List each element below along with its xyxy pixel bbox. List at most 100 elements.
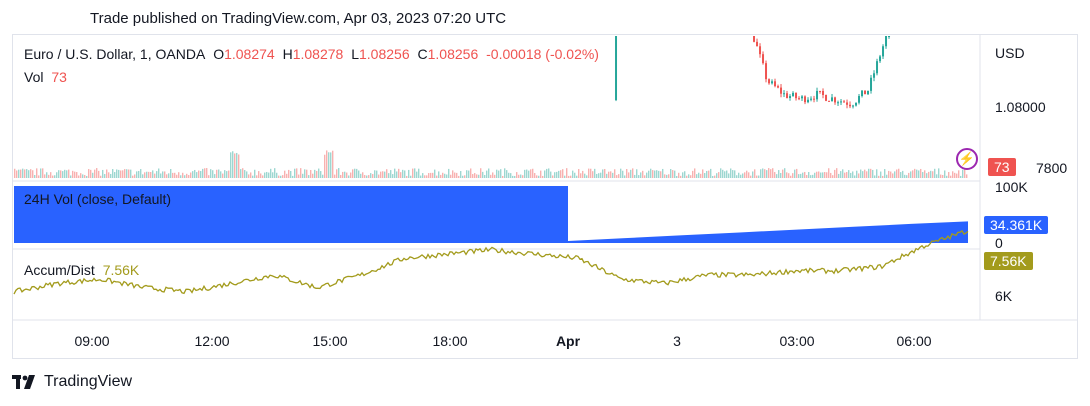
ohlc-legend[interactable]: Euro / U.S. Dollar, 1, OANDA O1.08274 H1… <box>24 46 603 62</box>
volume-bar <box>418 168 420 178</box>
volume-bar <box>496 169 498 178</box>
candle-body <box>864 90 867 95</box>
volume-bar <box>516 172 518 178</box>
volume-bar <box>518 174 520 178</box>
volume-bar <box>410 175 412 178</box>
volume-bar <box>446 174 448 178</box>
volume-bar <box>252 175 254 178</box>
volume-bar <box>514 175 516 178</box>
price-candles <box>615 36 891 109</box>
volume-bar <box>604 168 606 178</box>
candle-body <box>819 90 822 92</box>
volume-bar <box>534 173 536 178</box>
volume-bar <box>914 168 916 178</box>
volume-bar <box>70 175 72 178</box>
volume-bar <box>670 169 672 178</box>
volume-bar <box>594 168 596 178</box>
volume-bar <box>592 171 594 178</box>
volume-bar <box>638 175 640 178</box>
volume-bar <box>850 172 852 178</box>
volume-bar <box>178 172 180 178</box>
volume-bar <box>186 173 188 178</box>
volume-bar <box>686 175 688 178</box>
candle-body <box>834 97 837 103</box>
volume-bar <box>854 175 856 178</box>
volume-bar <box>808 172 810 178</box>
volume-bar <box>898 168 900 178</box>
volume-bar <box>708 170 710 178</box>
candle-body <box>855 102 858 106</box>
volume-bar <box>558 170 560 178</box>
volume-bar <box>792 173 794 178</box>
volume-bar <box>718 172 720 178</box>
price-axis-tick: 1.08000 <box>995 99 1046 115</box>
volume-bar <box>574 172 576 178</box>
candle-body <box>873 73 876 78</box>
volume-bar <box>66 170 68 178</box>
volume-bar <box>590 168 592 178</box>
volume-bar <box>254 169 256 178</box>
volume-bar <box>176 174 178 178</box>
volume-bar <box>930 170 932 178</box>
volume-bar <box>182 172 184 178</box>
volume-bar <box>122 170 124 178</box>
candle-body <box>798 98 801 100</box>
volume-bar <box>150 172 152 178</box>
high-value: 1.08278 <box>292 46 344 62</box>
candle-body <box>795 92 798 99</box>
volume-bar <box>684 171 686 178</box>
volume-bar <box>214 174 216 178</box>
symbol-title[interactable]: Euro / U.S. Dollar, 1, OANDA <box>24 46 206 62</box>
candle-body <box>792 92 795 97</box>
price-axis-unit: USD <box>995 45 1025 61</box>
volume-bar <box>44 174 46 178</box>
volume-bar <box>958 170 960 178</box>
ad-legend[interactable]: Accum/Dist 7.56K <box>24 262 143 278</box>
volume-bar <box>372 174 374 178</box>
volume-bar <box>692 170 694 178</box>
volume-bar <box>820 172 822 178</box>
volume-bar <box>82 174 84 178</box>
volume-bar <box>510 173 512 178</box>
volume-bar <box>724 171 726 178</box>
volume-bar <box>388 173 390 178</box>
time-tick: 03:00 <box>779 333 815 349</box>
volume-bar <box>706 170 708 178</box>
volume-bar <box>664 174 666 178</box>
volume-bar <box>540 170 542 178</box>
volume-bar <box>306 169 308 178</box>
volume-bar <box>832 175 834 178</box>
candle-body <box>870 77 873 91</box>
volume-bar <box>572 170 574 178</box>
close-value: 1.08256 <box>427 46 479 62</box>
volume-bar <box>462 175 464 178</box>
volume-bar <box>884 169 886 178</box>
volume-bar <box>618 174 620 178</box>
volume-bar <box>484 174 486 178</box>
volume-bar <box>566 168 568 178</box>
volume-bar <box>428 173 430 178</box>
volume-bar <box>348 175 350 178</box>
volume-bar <box>394 168 396 178</box>
volume-legend[interactable]: Vol 73 <box>24 69 71 85</box>
volume-bar <box>118 169 120 178</box>
volume-bar <box>344 171 346 178</box>
lightning-alert-icon[interactable]: ⚡ <box>956 148 978 170</box>
tradingview-brand[interactable]: TradingView <box>12 373 132 391</box>
volume-bar <box>702 169 704 178</box>
volume-bar <box>744 172 746 178</box>
volume-bar <box>36 168 38 178</box>
volume-bar <box>742 173 744 178</box>
chart-frame[interactable] <box>12 34 1078 359</box>
volume-bar <box>278 175 280 178</box>
volume-bar <box>782 169 784 178</box>
vol24-legend[interactable]: 24H Vol (close, Default) <box>24 191 175 207</box>
volume-bar <box>900 172 902 178</box>
volume-bar <box>128 169 130 178</box>
volume-bar <box>806 175 808 178</box>
volume-bar <box>902 170 904 178</box>
volume-bar <box>330 152 332 178</box>
volume-bar <box>622 170 624 178</box>
volume-bar <box>922 172 924 178</box>
